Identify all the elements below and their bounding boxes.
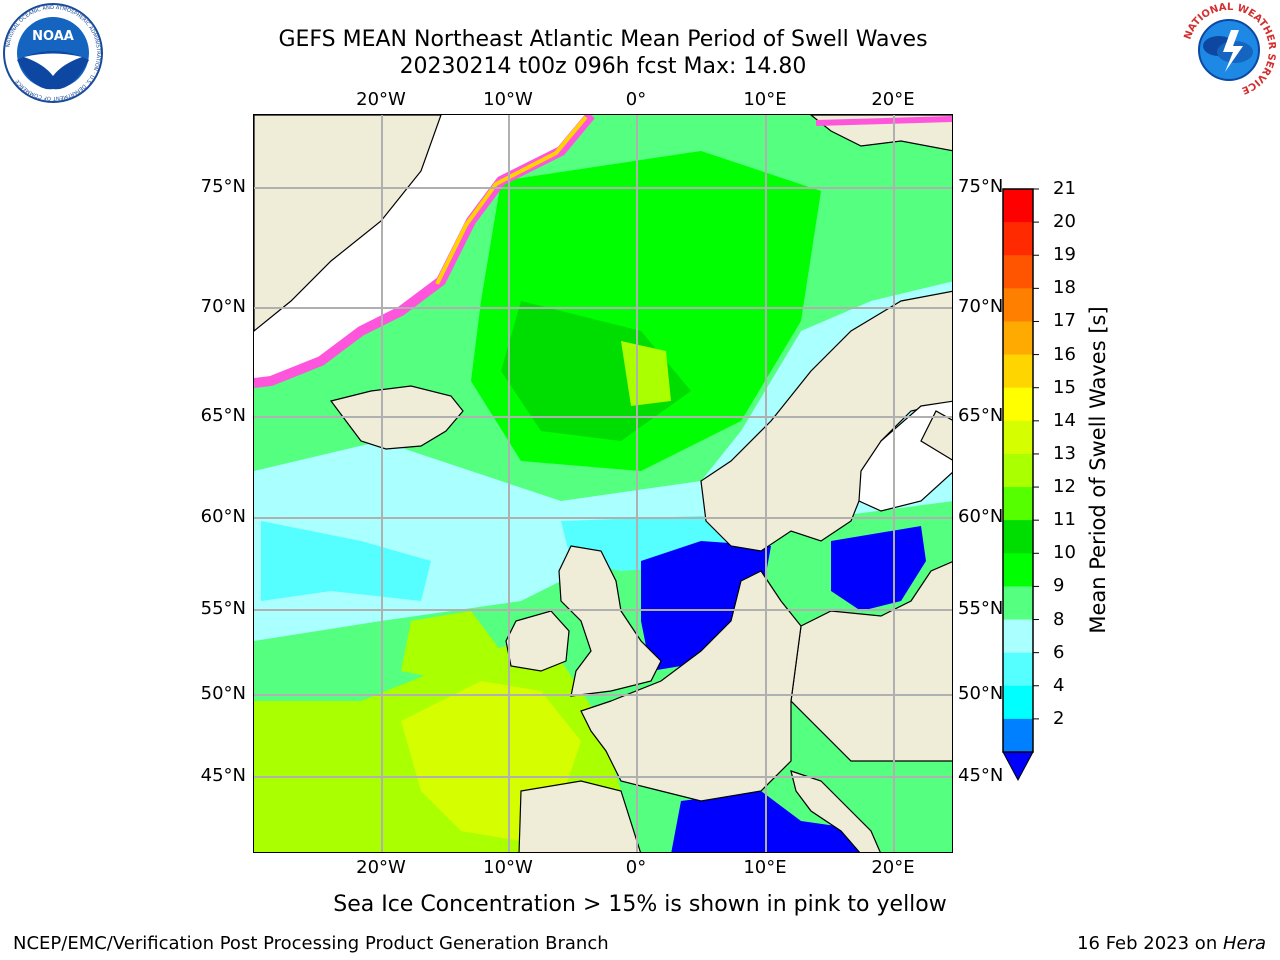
- colorbar-tick-label: 9: [1053, 575, 1065, 597]
- colorbar-swatch: [1003, 255, 1033, 289]
- colorbar-tick-label: 17: [1053, 310, 1076, 332]
- colorbar-swatch: [1003, 553, 1033, 587]
- lat-label-right-45n: 45°N: [958, 765, 1004, 786]
- lat-label-left-75n: 75°N: [200, 176, 246, 197]
- lon-label-top-20e: 20°E: [871, 89, 915, 110]
- colorbar: [1002, 188, 1039, 782]
- lat-label-left-65n: 65°N: [200, 405, 246, 426]
- lat-label-right-50n: 50°N: [958, 683, 1004, 704]
- colorbar-swatch: [1003, 189, 1033, 223]
- colorbar-tick-label: 10: [1053, 542, 1076, 564]
- footer-credit: NCEP/EMC/Verification Post Processing Pr…: [13, 933, 609, 954]
- colorbar-tick-label: 18: [1053, 277, 1076, 299]
- colorbar-tick-label: 20: [1053, 211, 1076, 233]
- lon-label-top-10e: 10°E: [743, 89, 787, 110]
- lat-label-left-55n: 55°N: [200, 598, 246, 619]
- noaa-logo: NOAA NATIONAL OCEANIC AND ATMOSPHERIC AD…: [3, 3, 103, 103]
- ireland-land: [505, 610, 570, 672]
- colorbar-tick-label: 11: [1053, 509, 1076, 531]
- baltic-low-period: [831, 526, 926, 611]
- colorbar-min-arrow: [1002, 751, 1034, 782]
- swell-field-9s: [254, 281, 952, 641]
- colorbar-swatch: [1003, 354, 1033, 389]
- colorbar-swatch: [1003, 652, 1033, 687]
- lat-label-right-55n: 55°N: [958, 598, 1004, 619]
- colorbar-swatch: [1003, 288, 1033, 322]
- colorbar-tick-label: 15: [1053, 376, 1076, 398]
- sea-ice-edge-inner: [435, 115, 588, 285]
- colorbar-swatch: [1003, 619, 1033, 654]
- colorbar-label: Mean Period of Swell Waves [s]: [1086, 306, 1110, 634]
- colorbar-swatch: [1003, 718, 1033, 753]
- colorbar-tick-label: 21: [1053, 178, 1076, 199]
- sea-ice-note: Sea Ice Concentration > 15% is shown in …: [333, 892, 947, 917]
- chart-title: GEFS MEAN Northeast Atlantic Mean Period…: [278, 27, 928, 52]
- colorbar-swatch: [1003, 321, 1033, 356]
- nws-logo: NATIONAL WEATHER SERVICE: [1181, 2, 1277, 98]
- north-sea-low-period: [641, 541, 771, 671]
- colorbar-swatch: [1003, 387, 1033, 422]
- svalbard-ice: [815, 116, 952, 126]
- colorbar-tick-label: 8: [1053, 608, 1065, 630]
- colorbar-swatch: [1003, 520, 1033, 554]
- colorbar-tick-label: 2: [1053, 707, 1065, 729]
- lon-label-bottom-20e: 20°E: [871, 857, 915, 878]
- swell-field-13s-ireland: [401, 611, 501, 681]
- lat-label-right-75n: 75°N: [958, 176, 1004, 197]
- lat-label-right-60n: 60°N: [958, 506, 1004, 527]
- greenland-land: [254, 115, 442, 332]
- colorbar-tick-marks: [1033, 188, 1039, 720]
- lon-label-top-10w: 10°W: [483, 89, 533, 110]
- colorbar-tick-label: 4: [1053, 674, 1065, 696]
- colorbar-tick-label: 6: [1053, 641, 1065, 663]
- colorbar-tick-label: 12: [1053, 476, 1076, 498]
- lat-label-right-70n: 70°N: [958, 296, 1004, 317]
- lat-label-left-50n: 50°N: [200, 683, 246, 704]
- lat-label-right-65n: 65°N: [958, 405, 1004, 426]
- colorbar-tick-label: 16: [1053, 343, 1076, 365]
- colorbar-swatch: [1003, 222, 1033, 256]
- colorbar-frame: [1002, 188, 1034, 753]
- lon-label-bottom-10w: 10°W: [483, 857, 533, 878]
- noaa-logo-text: NOAA: [32, 29, 74, 44]
- colorbar-tick-label: 13: [1053, 442, 1076, 464]
- colorbar-swatch: [1003, 685, 1033, 720]
- lat-label-left-70n: 70°N: [200, 296, 246, 317]
- lon-label-top-0: 0°: [625, 89, 647, 110]
- swell-field-8s-west: [261, 521, 431, 601]
- colorbar-swatch: [1003, 420, 1033, 455]
- footer-date: 16 Feb 2023 on Hera: [1077, 933, 1266, 954]
- lon-label-bottom-20w: 20°W: [356, 857, 406, 878]
- graticule: [254, 115, 952, 852]
- mediterranean-low-period: [671, 791, 881, 852]
- footer-host: Hera: [1222, 933, 1266, 954]
- colorbar-swatch: [1003, 487, 1033, 521]
- map-panel: [253, 114, 953, 853]
- finland-land: [920, 410, 952, 461]
- swell-field-11s: [501, 301, 691, 441]
- colorbar-swatch: [1003, 586, 1033, 621]
- great-britain-land: [558, 545, 662, 697]
- lon-label-top-20w: 20°W: [356, 89, 406, 110]
- lon-label-bottom-0: 0°: [625, 857, 647, 878]
- chart-subtitle: 20230214 t00z 096h fcst Max: 14.80: [399, 54, 807, 79]
- footer-date-text: 16 Feb 2023 on: [1077, 933, 1223, 954]
- map-canvas: [254, 115, 952, 852]
- lon-label-bottom-10e: 10°E: [743, 857, 787, 878]
- colorbar-swatches: [1003, 189, 1033, 753]
- colorbar-tick-label: 19: [1053, 244, 1076, 266]
- lat-label-left-45n: 45°N: [200, 765, 246, 786]
- italy-land: [790, 770, 881, 852]
- lat-label-left-60n: 60°N: [200, 506, 246, 527]
- iberia-land: [518, 780, 641, 852]
- swell-field-13s-north: [621, 341, 671, 406]
- eastern-europe-land: [790, 561, 952, 762]
- colorbar-tick-label: 14: [1053, 409, 1076, 431]
- colorbar-swatch: [1003, 453, 1033, 488]
